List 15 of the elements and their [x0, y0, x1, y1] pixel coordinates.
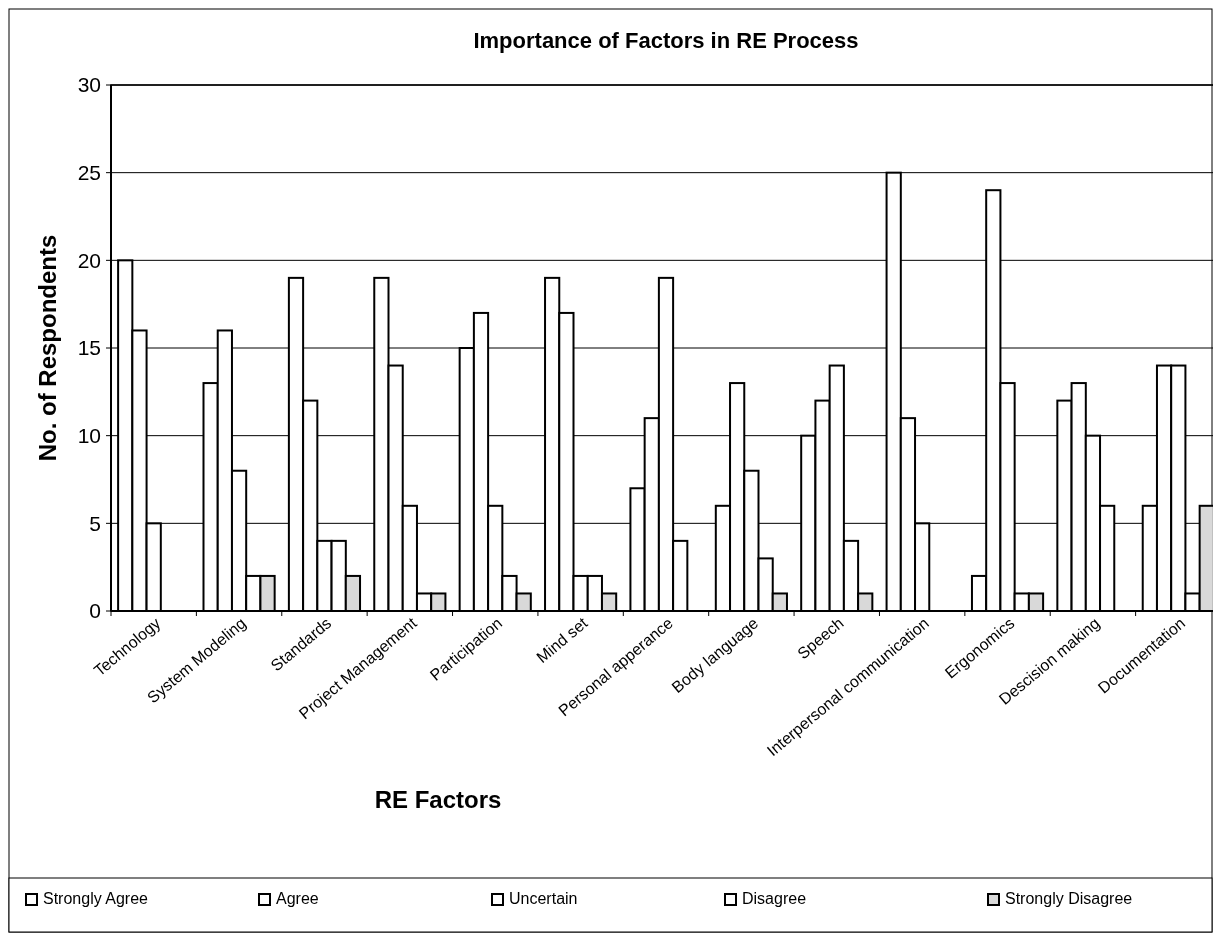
y-tick-label: 25 [77, 161, 101, 185]
legend-label: Strongly Agree [43, 890, 149, 907]
y-tick-label: 0 [89, 599, 101, 623]
legend-label: Agree [276, 890, 319, 907]
y-tick-label: 10 [77, 424, 101, 448]
legend-label: Strongly Disagree [1005, 890, 1133, 907]
y-tick-label: 20 [77, 248, 101, 272]
chart-title: Importance of Factors in RE Process [473, 28, 859, 53]
legend-label: Uncertain [509, 890, 578, 907]
legend-label: Disagree [742, 890, 807, 907]
y-tick-label: 15 [77, 336, 101, 360]
x-axis-title: RE Factors [374, 786, 502, 813]
y-tick-label: 5 [89, 511, 101, 535]
y-axis-title: No. of Respondents [34, 234, 61, 462]
y-tick-label: 30 [77, 73, 101, 97]
